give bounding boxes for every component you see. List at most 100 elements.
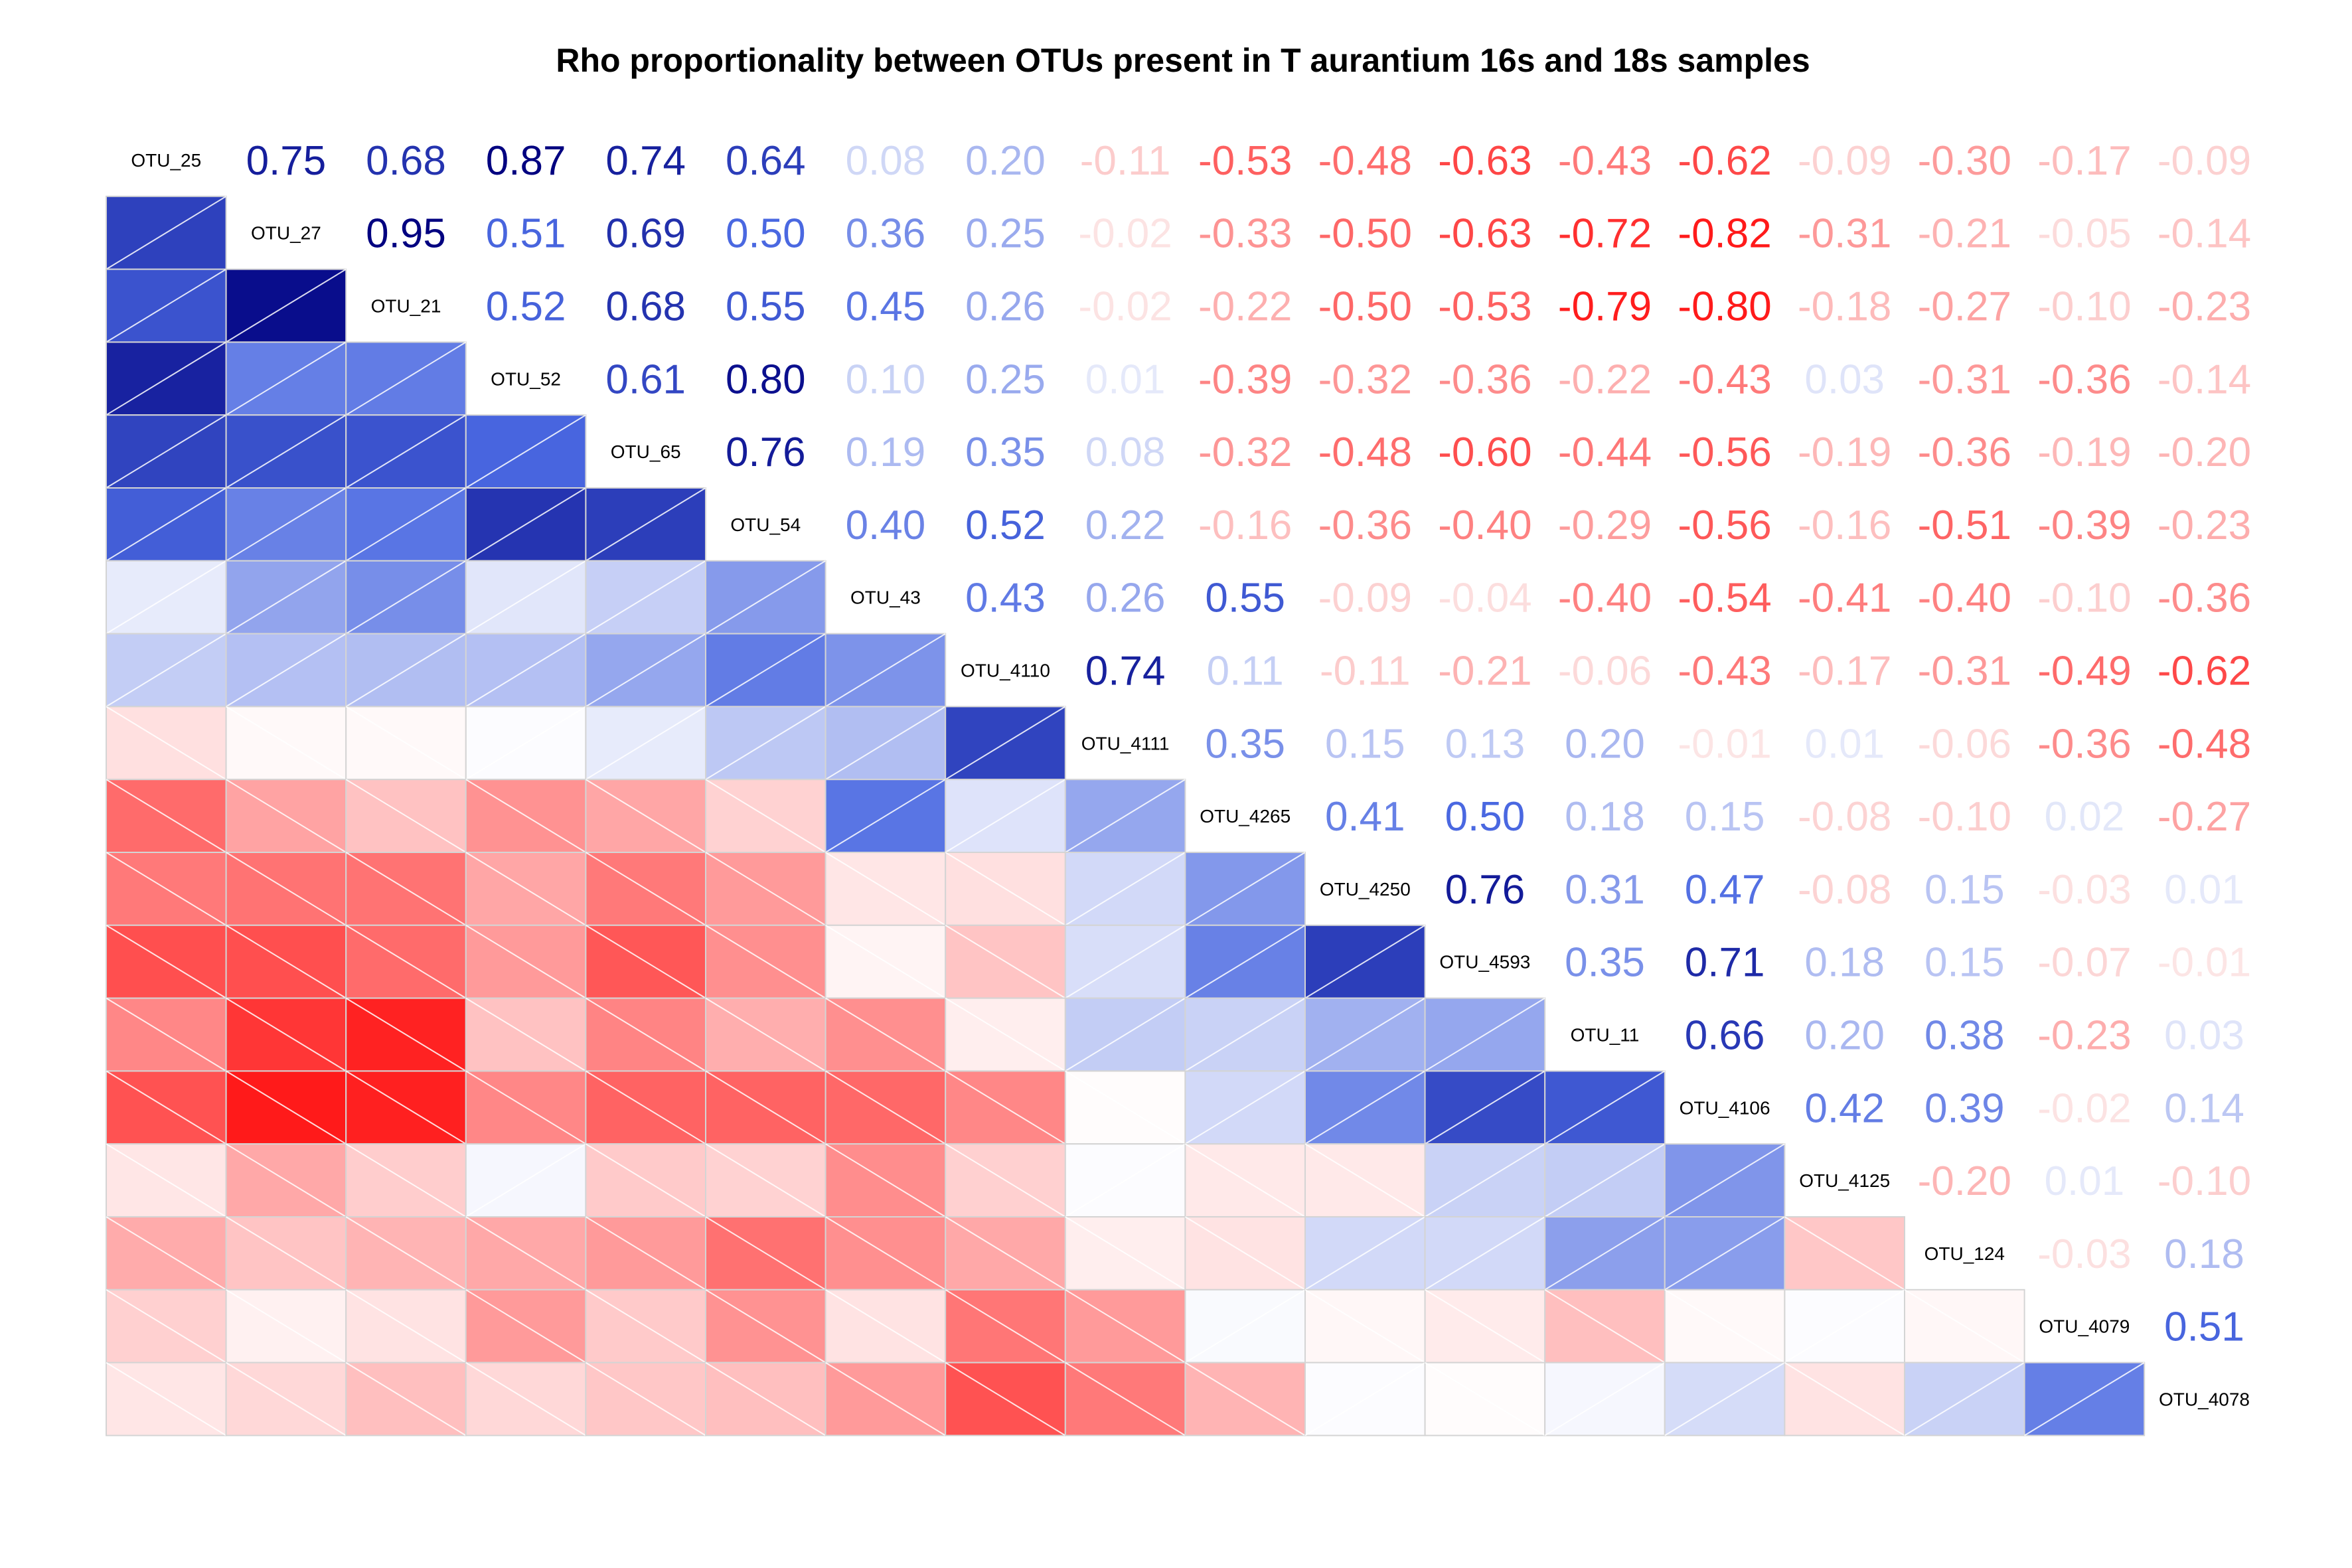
rho-value-label: 0.42	[1804, 1085, 1885, 1131]
rho-value-label: -0.07	[2037, 940, 2131, 986]
heatmap-cell-hatch	[705, 633, 826, 708]
rho-value-label: 0.15	[1924, 940, 2005, 986]
heatmap-cell-hatch	[1425, 1070, 1545, 1145]
rho-value-label: 0.61	[605, 356, 686, 402]
heatmap-cell	[1304, 924, 1426, 999]
heatmap-cell	[345, 1216, 467, 1291]
heatmap-cell-hatch	[226, 924, 347, 999]
heatmap-cell	[1424, 1143, 1546, 1217]
heatmap-cell-hatch	[585, 560, 706, 635]
rho-value-label: 0.22	[1085, 503, 1166, 548]
heatmap-cell-hatch	[825, 1216, 946, 1291]
rho-value-label: 0.11	[1207, 649, 1284, 694]
heatmap-cell-hatch	[1784, 1362, 1905, 1437]
heatmap-cell	[465, 924, 587, 999]
rho-value-label: -0.03	[2037, 1231, 2131, 1277]
heatmap-cell-hatch	[1904, 1289, 2025, 1364]
rho-value-label: 0.18	[1804, 940, 1885, 986]
heatmap-cell-hatch	[825, 1362, 946, 1437]
heatmap-cell-hatch	[825, 1289, 946, 1364]
rho-value-label: 0.51	[486, 211, 566, 257]
heatmap-cell	[465, 633, 587, 708]
heatmap-cell	[1424, 997, 1546, 1072]
heatmap-cell	[824, 997, 947, 1072]
heatmap-cell-hatch	[345, 560, 467, 635]
diagonal-otu-label: OTU_52	[491, 368, 561, 389]
rho-value-label: -0.14	[2157, 211, 2251, 257]
heatmap-cell-hatch	[106, 268, 227, 343]
rho-value-label: 0.52	[965, 503, 1046, 548]
heatmap-cell	[824, 1289, 947, 1364]
rho-value-label: 0.26	[965, 284, 1046, 330]
heatmap-cell	[465, 779, 587, 853]
heatmap-cell	[1904, 1289, 2025, 1364]
rho-value-label: 0.35	[1205, 721, 1285, 767]
rho-value-label: -0.40	[1558, 576, 1652, 621]
heatmap-cell-hatch	[945, 1362, 1066, 1437]
heatmap-cell	[585, 852, 707, 926]
rho-value-label: -0.08	[1798, 794, 1891, 840]
rho-value-label: 0.35	[965, 430, 1046, 475]
heatmap-cell	[465, 560, 587, 635]
rho-value-label: -0.02	[1078, 284, 1172, 330]
heatmap-cell	[106, 706, 227, 781]
heatmap-cell	[465, 997, 587, 1072]
heatmap-cell-hatch	[106, 341, 227, 416]
heatmap-cell	[585, 1362, 707, 1437]
heatmap-cell	[106, 852, 227, 926]
heatmap-cell-hatch	[465, 706, 586, 781]
heatmap-cell-hatch	[825, 997, 946, 1072]
heatmap-cell-hatch	[825, 1070, 946, 1145]
heatmap-cell	[345, 560, 467, 635]
rho-value-label: 0.19	[846, 430, 926, 475]
heatmap-cell	[1664, 1362, 1786, 1437]
heatmap-cell	[945, 1143, 1066, 1217]
heatmap-cell	[106, 268, 227, 343]
heatmap-cell	[225, 706, 347, 781]
rho-value-label: -0.40	[1438, 503, 1531, 548]
heatmap-cell	[824, 852, 947, 926]
heatmap-cell-hatch	[345, 487, 467, 562]
heatmap-cell-hatch	[345, 633, 467, 708]
rho-value-label: 0.71	[1685, 940, 1765, 986]
rho-value-label: 0.45	[846, 284, 926, 330]
heatmap-cell-hatch	[465, 1070, 586, 1145]
heatmap-cell-hatch	[465, 633, 586, 708]
heatmap-cell	[705, 1070, 826, 1145]
heatmap-cell	[585, 1289, 707, 1364]
heatmap-cell-hatch	[1065, 1362, 1186, 1437]
heatmap-cell	[2023, 1362, 2146, 1437]
rho-value-label: -0.06	[1558, 649, 1652, 694]
heatmap-cell	[1184, 997, 1306, 1072]
rho-value-label: -0.44	[1558, 430, 1652, 475]
rho-value-label: -0.04	[1438, 576, 1531, 621]
heatmap-cell	[945, 1216, 1066, 1291]
heatmap-cell-hatch	[1425, 1289, 1545, 1364]
heatmap-cell-hatch	[1904, 1362, 2025, 1437]
heatmap-cell	[345, 1362, 467, 1437]
heatmap-cell	[945, 924, 1066, 999]
rho-value-label: 0.01	[1085, 356, 1166, 402]
rho-value-label: -0.53	[1438, 284, 1531, 330]
rho-value-label: 0.87	[486, 138, 566, 184]
heatmap-cell	[1184, 1362, 1306, 1437]
heatmap-cell	[945, 779, 1066, 853]
heatmap-cell-hatch	[1184, 924, 1306, 999]
heatmap-cell-hatch	[705, 706, 826, 781]
diagonal-otu-label: OTU_124	[1924, 1243, 2005, 1264]
heatmap-cell-hatch	[1664, 1216, 1785, 1291]
heatmap-cell	[465, 414, 587, 489]
diagonal-otu-labels: OTU_25 OTU_27 OTU_21 OTU_52 OTU_65 OTU_54 OTU_…	[131, 150, 2250, 1410]
heatmap-cell-hatch	[1544, 1216, 1666, 1291]
rho-value-label: -0.32	[1318, 356, 1412, 402]
heatmap-cell	[106, 633, 227, 708]
heatmap-cell-hatch	[825, 1143, 946, 1217]
rho-value-label: -0.22	[1198, 284, 1292, 330]
heatmap-cell-hatch	[226, 1216, 347, 1291]
heatmap-cell	[465, 1070, 587, 1145]
heatmap-cell	[345, 1070, 467, 1145]
heatmap-cell	[106, 414, 227, 489]
heatmap-cell	[1064, 1070, 1186, 1145]
rho-value-label: -0.21	[1918, 211, 2011, 257]
rho-value-label: -0.36	[1318, 503, 1412, 548]
